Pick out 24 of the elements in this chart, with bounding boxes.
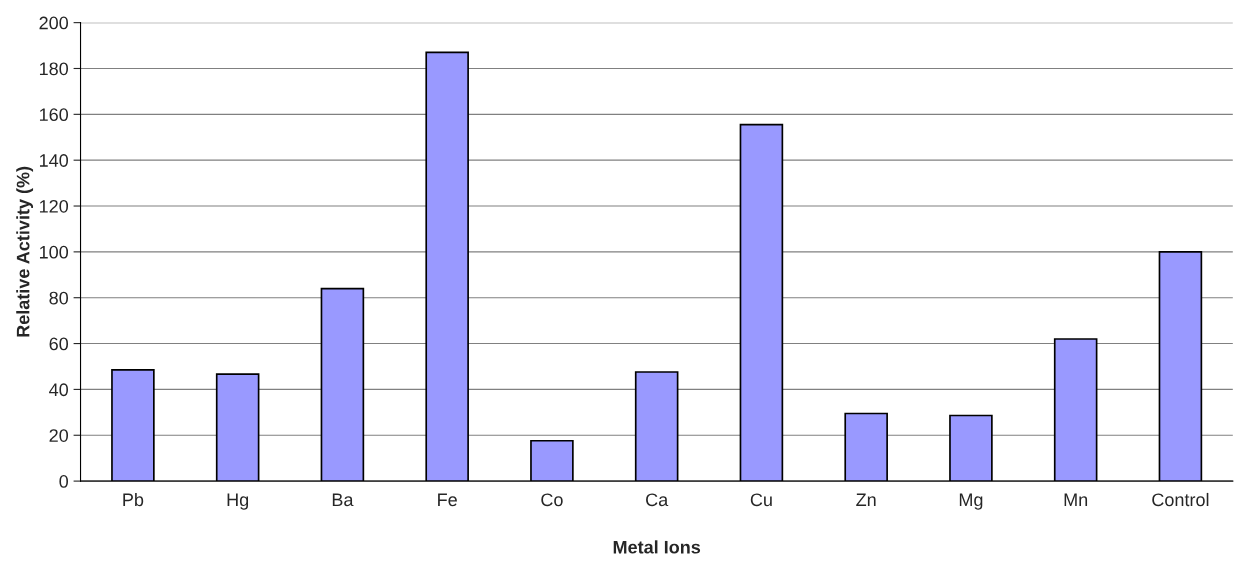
x-tick-label: Zn [856,493,876,506]
x-tick-label: Pb [123,492,144,507]
x-tick-label: Cu [750,493,772,507]
y-tick-label: 120 [39,199,69,213]
y-axis-title: Relative Activity (%) [16,166,34,337]
y-tick-label: 160 [39,108,69,122]
y-tick-label: 40 [49,383,69,397]
y-tick-label: 140 [39,154,69,167]
x-axis-title: Metal Ions [613,540,701,554]
y-tick-label: 80 [49,291,69,305]
y-tick-label: 100 [39,245,69,259]
x-tick-label: Ca [646,493,669,507]
y-tick-label: 20 [49,429,69,442]
x-tick-label: Fe [438,493,457,507]
x-tick-label: Mn [1064,493,1088,506]
y-tick-label: 180 [39,62,69,76]
x-tick-label: Ba [332,493,354,507]
x-tick-label: Co [541,493,563,507]
y-tick-label: 0 [59,475,69,488]
y-tick-label: 60 [49,337,69,351]
y-tick-label: 200 [39,16,69,30]
x-tick-label: Mg [959,493,983,510]
x-tick-label: Control [1152,492,1209,507]
x-tick-label: Hg [227,493,249,510]
